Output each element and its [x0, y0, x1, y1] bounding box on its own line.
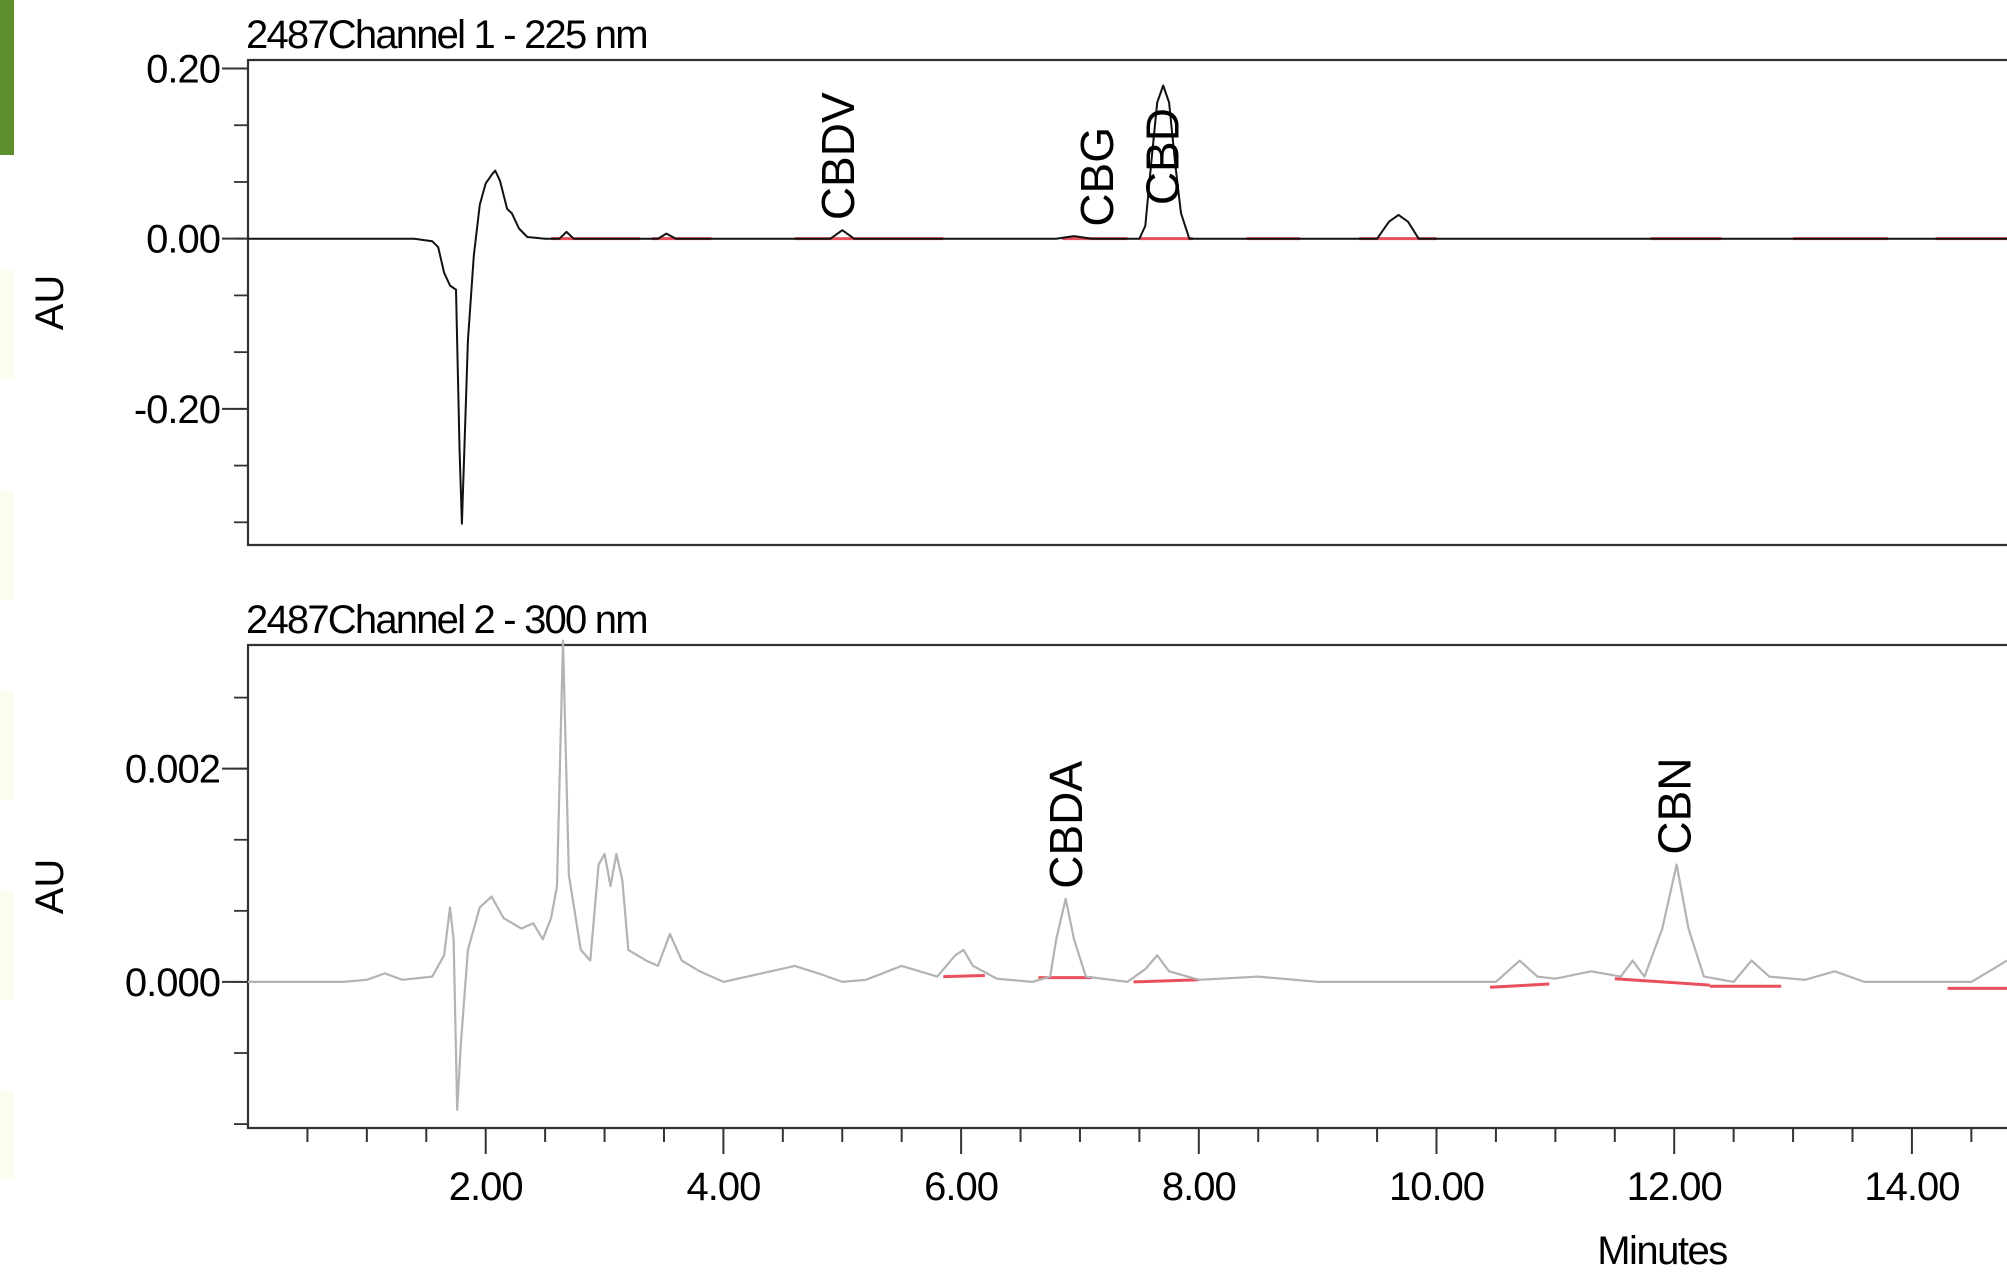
- peak-label: CBG: [1071, 127, 1123, 227]
- trace-line: [248, 84, 2007, 525]
- y-tick-label: -0.20: [134, 388, 220, 432]
- y-axis-label: AU: [28, 275, 72, 331]
- edge-strip: [0, 690, 14, 800]
- edge-strip: [0, 490, 14, 600]
- x-tick-label: 4.00: [686, 1165, 760, 1209]
- x-tick-label: 2.00: [449, 1165, 523, 1209]
- chart-title: 2487Channel 2 - 300 nm: [246, 598, 647, 642]
- integration-baseline: [1489, 982, 1550, 989]
- x-tick-label: 12.00: [1627, 1165, 1722, 1209]
- y-tick-label: 0.00: [146, 218, 220, 262]
- integration-baseline: [943, 974, 985, 979]
- chart-panel-1: 2487Channel 1 - 225 nm 0.20 0.00 -0.20 AU CBD…: [28, 13, 2007, 547]
- peak-label: CBDV: [812, 92, 864, 220]
- x-axis-label: Minutes: [1597, 1229, 1727, 1272]
- edge-strip: [0, 270, 14, 380]
- chart-panel-2: 2487Channel 2 - 300 nm 0.002 0.000 AU CBDA CB…: [28, 598, 2007, 1130]
- chart-panels: 2487Channel 1 - 225 nm 0.20 0.00 -0.20 AU CBD…: [28, 13, 2007, 1130]
- y-axis-label: AU: [28, 859, 72, 915]
- integration-baseline: [1133, 978, 1199, 984]
- x-tick-label: 6.00: [924, 1165, 998, 1209]
- edge-strip: [0, 1090, 14, 1180]
- peak-label: CBN: [1649, 758, 1701, 855]
- x-tick-label: 10.00: [1389, 1165, 1484, 1209]
- integration-baseline: [1614, 977, 1710, 987]
- x-tick-label: 14.00: [1864, 1165, 1959, 1209]
- y-tick-label: 0.002: [125, 748, 220, 792]
- plot-frame: [246, 643, 2007, 1130]
- plot-frame: [246, 58, 2007, 547]
- x-tick-label: 8.00: [1162, 1165, 1236, 1209]
- peak-label: CBD: [1136, 108, 1188, 205]
- edge-green-bar: [0, 0, 14, 155]
- trace-line: [248, 639, 2007, 1111]
- y-tick-label: 0.20: [146, 48, 220, 92]
- chart-title: 2487Channel 1 - 225 nm: [246, 13, 647, 57]
- peak-label: CBDA: [1040, 761, 1092, 889]
- y-tick-label: 0.000: [125, 961, 220, 1005]
- edge-strip: [0, 890, 14, 1000]
- x-axis: 2.00 4.00 6.00 8.00 10.00 12.00 14.00: [306, 1128, 1973, 1209]
